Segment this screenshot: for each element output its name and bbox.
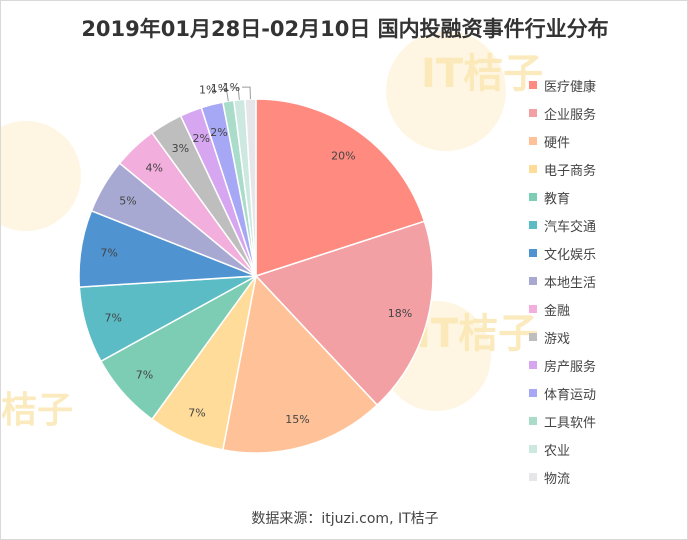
legend-label: 工具软件: [544, 415, 597, 431]
legend-swatch: [529, 417, 537, 425]
legend-swatch: [529, 445, 537, 453]
legend-label: 文化娱乐: [544, 247, 597, 263]
legend-label: 房产服务: [544, 359, 597, 375]
slice-data-label-8: 5%: [119, 194, 136, 207]
legend-item-15: 物流: [529, 463, 679, 491]
slice-data-label-15: 1%: [223, 81, 240, 94]
legend-item-6: 汽车交通: [529, 211, 679, 239]
legend-swatch: [529, 277, 537, 285]
legend-label: 游戏: [544, 331, 571, 347]
legend-label: 硬件: [544, 135, 571, 151]
legend-item-9: 金融: [529, 295, 679, 323]
legend-label: 医疗健康: [544, 79, 597, 95]
pie-slice-15: [244, 98, 257, 277]
legend-swatch: [529, 361, 537, 369]
legend-label: 教育: [544, 191, 571, 207]
slice-data-label-1: 20%: [331, 150, 355, 163]
slice-data-label-4: 7%: [188, 406, 205, 419]
legend-item-8: 本地生活: [529, 267, 679, 295]
legend-swatch: [529, 249, 537, 257]
legend-swatch: [529, 333, 537, 341]
pie-slice-1: [255, 98, 426, 278]
legend-item-5: 教育: [529, 183, 679, 211]
slice-data-label-12: 2%: [210, 126, 227, 139]
legend-swatch: [529, 165, 537, 173]
legend-item-4: 电子商务: [529, 155, 679, 183]
legend-item-10: 游戏: [529, 323, 679, 351]
pie-slice-3: [221, 274, 379, 454]
slice-data-label-14: 1%: [211, 82, 228, 95]
legend-item-1: 医疗健康: [529, 71, 679, 99]
slice-data-label-9: 4%: [145, 162, 162, 175]
legend-swatch: [529, 389, 537, 397]
slice-data-label-2: 18%: [388, 307, 412, 320]
legend-label: 体育运动: [544, 387, 597, 403]
legend-item-2: 企业服务: [529, 99, 679, 127]
legend-item-7: 文化娱乐: [529, 239, 679, 267]
slice-data-label-3: 15%: [285, 413, 309, 426]
legend-swatch: [529, 221, 537, 229]
legend-item-3: 硬件: [529, 127, 679, 155]
legend-swatch: [529, 473, 537, 481]
chart-legend: 医疗健康企业服务硬件电子商务教育汽车交通文化娱乐本地生活金融游戏房产服务体育运动…: [529, 71, 679, 491]
legend-swatch: [529, 109, 537, 117]
slice-data-label-11: 2%: [193, 132, 210, 145]
slice-data-label-13: 1%: [199, 83, 216, 96]
legend-swatch: [529, 305, 537, 313]
pie-slice-2: [254, 220, 434, 407]
slice-leader-line-13: [218, 88, 229, 102]
legend-item-12: 体育运动: [529, 379, 679, 407]
slice-leader-line-15: [242, 86, 251, 100]
source-note: 数据来源：itjuzi.com, IT桔子: [251, 511, 439, 527]
legend-label: 金融: [544, 303, 571, 319]
chart-title: 2019年01月28日-02月10日 国内投融资事件行业分布: [81, 17, 609, 41]
legend-label: 本地生活: [544, 275, 597, 291]
legend-swatch: [529, 193, 537, 201]
slice-data-label-5: 7%: [136, 368, 153, 381]
legend-swatch: [529, 137, 537, 145]
slice-data-label-6: 7%: [104, 311, 121, 324]
legend-item-14: 农业: [529, 435, 679, 463]
slice-data-label-7: 7%: [100, 247, 117, 260]
legend-label: 农业: [544, 443, 571, 459]
legend-item-13: 工具软件: [529, 407, 679, 435]
slice-data-label-10: 3%: [172, 142, 189, 155]
legend-label: 物流: [544, 471, 571, 487]
legend-label: 企业服务: [544, 107, 597, 123]
legend-item-11: 房产服务: [529, 351, 679, 379]
legend-label: 电子商务: [544, 163, 597, 179]
legend-swatch: [529, 81, 537, 89]
legend-label: 汽车交通: [544, 219, 597, 235]
slice-leader-line-14: [230, 87, 240, 100]
